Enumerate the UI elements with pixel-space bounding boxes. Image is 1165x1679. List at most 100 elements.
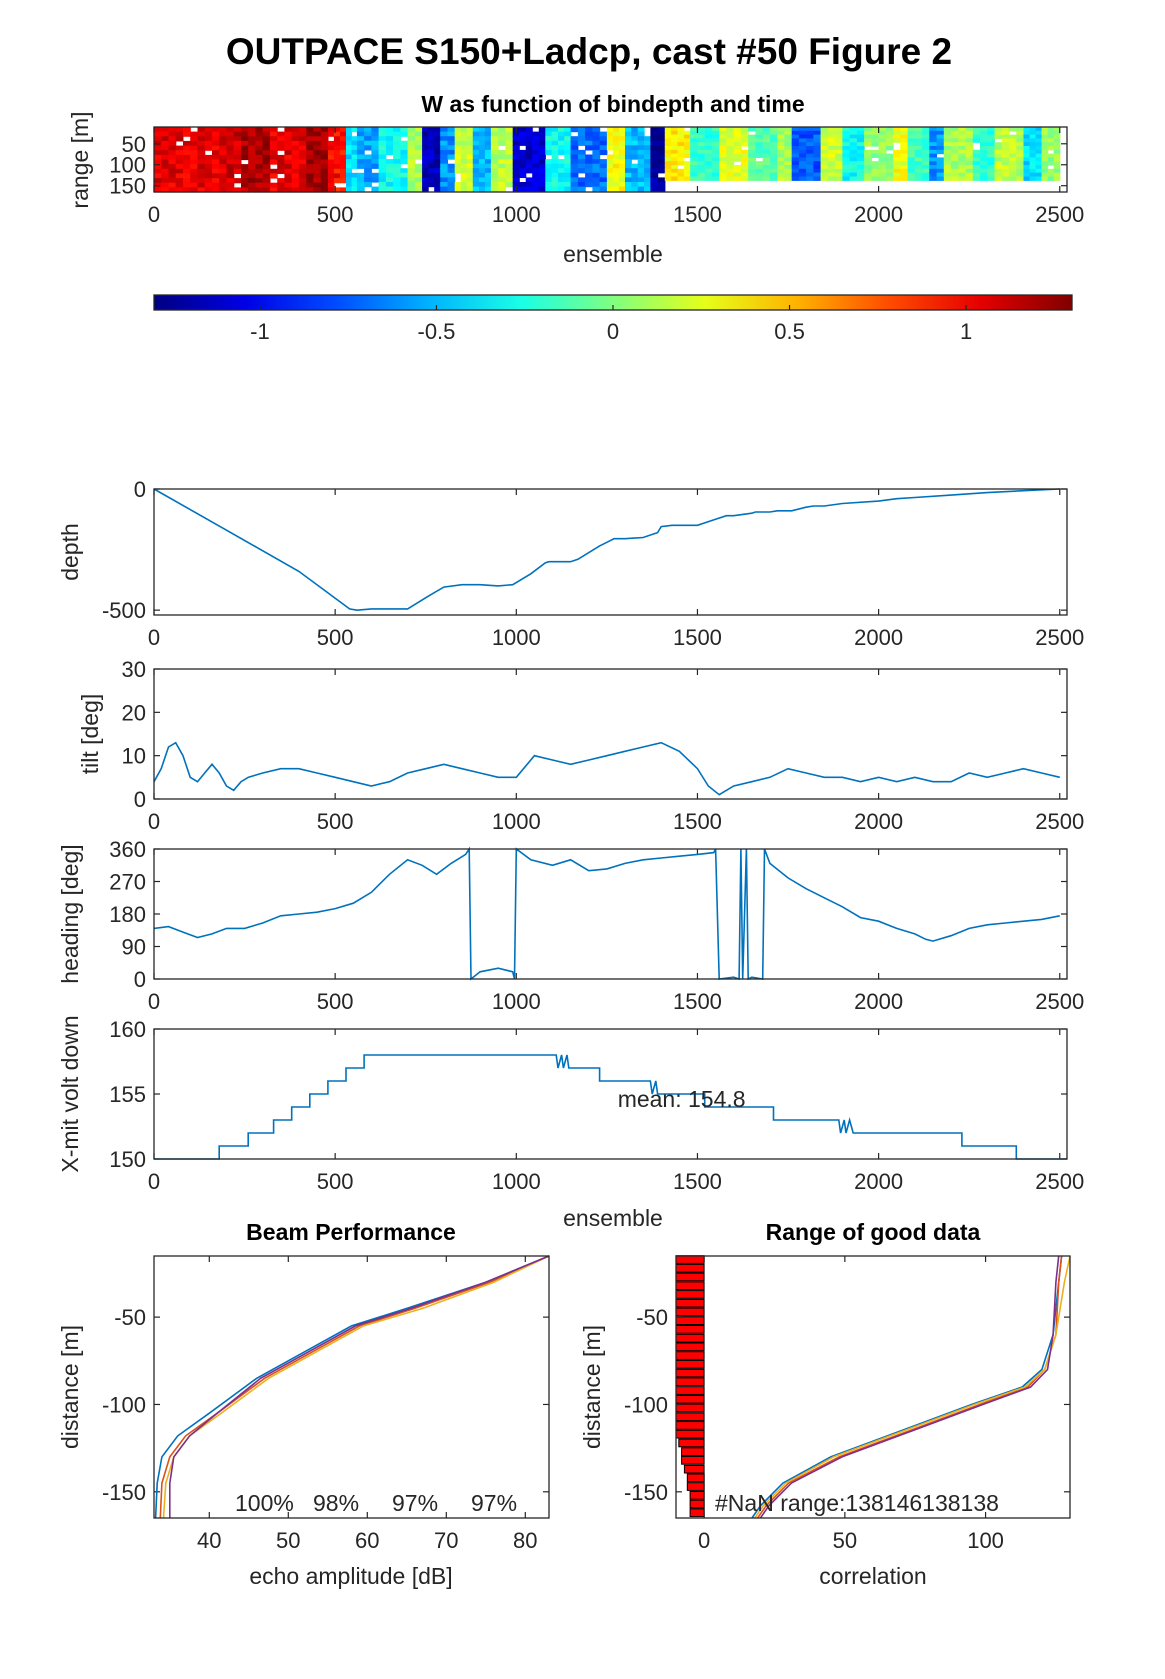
w-image-cell — [914, 172, 923, 177]
w-image-cell — [690, 149, 698, 155]
w-image-cell — [262, 131, 271, 137]
w-image-cell — [291, 136, 300, 142]
w-image-cell — [619, 159, 626, 165]
w-image-cell — [545, 163, 553, 169]
w-image-cell — [428, 163, 435, 169]
w-image-cell — [472, 149, 480, 156]
w-image-cell — [929, 138, 938, 143]
w-image-cell — [577, 168, 586, 174]
w-image-cell — [484, 168, 492, 174]
w-image-cell — [454, 154, 462, 160]
w-image-cell — [434, 149, 441, 156]
w-image-cell — [161, 159, 169, 165]
w-image-cell — [204, 173, 213, 179]
w-image-cell — [460, 177, 468, 183]
w-image-cell — [428, 131, 435, 137]
w-image-cell — [498, 136, 506, 142]
w-image-cell — [726, 153, 735, 158]
w-image-cell — [428, 145, 435, 151]
colorbar: -1 -0.5 0 0.5 1 — [153, 294, 1073, 344]
depth-ytick-label: -500 — [102, 598, 146, 623]
w-image-cell — [291, 140, 300, 147]
tilt-xtick-label: 500 — [317, 809, 354, 834]
w-image-cell — [340, 164, 347, 170]
w-image-cell — [893, 127, 901, 132]
w-image-cell — [606, 163, 614, 169]
w-image-cell — [333, 127, 341, 133]
w-image-cell — [356, 154, 365, 160]
w-image-cell — [987, 149, 996, 155]
w-image-cell — [277, 159, 285, 165]
w-image-cell — [856, 146, 865, 151]
w-image-cell — [378, 159, 387, 165]
w-image-cell — [298, 150, 307, 156]
w-image-cell — [683, 149, 691, 155]
w-image-cell — [1041, 146, 1049, 151]
w-image-cell — [677, 157, 685, 162]
tilt-axes — [153, 668, 1068, 800]
w-image-cell — [1047, 142, 1055, 147]
w-image-cell — [161, 182, 169, 188]
w-image-cell — [351, 140, 358, 146]
w-image-cell — [346, 149, 352, 156]
w-image-cell — [958, 149, 967, 155]
range-good-data-bar — [681, 1456, 705, 1465]
w-image-cell — [490, 186, 499, 192]
w-image-cell — [532, 182, 540, 188]
w-image-cell — [585, 182, 593, 188]
w-image-cell — [1029, 127, 1037, 132]
colorbar-gradient — [154, 295, 1072, 310]
w-image-cell — [755, 149, 764, 155]
w-image-cell — [929, 172, 938, 177]
w-image-cell — [1001, 130, 1010, 136]
w-image-cell — [1029, 130, 1037, 136]
w-image-cell — [972, 176, 981, 181]
w-image-cell — [505, 140, 514, 146]
w-image-cell — [226, 150, 235, 156]
w-image-cell — [936, 142, 945, 147]
w-image-cell — [671, 161, 679, 166]
w-image-cell — [1016, 142, 1025, 147]
w-image-cell — [454, 145, 462, 151]
w-image-cell — [631, 145, 639, 151]
w-image-cell — [269, 145, 278, 151]
beam-percent-label: 97% — [392, 1490, 438, 1516]
w-image-cell — [327, 145, 335, 151]
w-image-cell — [333, 173, 341, 179]
w-image-cell — [856, 127, 865, 132]
w-image-cell — [313, 173, 322, 179]
w-image-cell — [994, 149, 1003, 155]
w-image-cell — [190, 131, 198, 137]
w-image-cell — [298, 178, 307, 184]
w-image-cell — [212, 178, 220, 184]
w-image-cell — [943, 130, 952, 136]
w-image-cell — [740, 168, 749, 174]
w-image-cell — [835, 149, 843, 155]
w-image-cell — [987, 176, 996, 181]
w-image-cell — [972, 149, 981, 155]
w-image-cell — [327, 159, 335, 165]
w-image-cell — [871, 168, 880, 174]
range-good-data-annotation: #NaN range:138146138138 — [715, 1490, 999, 1516]
w-image-cell — [478, 136, 486, 142]
tilt-line — [153, 741, 1060, 796]
w-image-cell — [893, 161, 901, 166]
range-good-data-bar — [675, 1394, 705, 1404]
w-image-cell — [532, 154, 540, 160]
w-image-cell — [356, 136, 365, 142]
w-image-cell — [798, 127, 807, 132]
w-image-cell — [241, 150, 249, 156]
w-image-cell — [943, 138, 952, 143]
w-image-cell — [972, 127, 981, 132]
w-image-cell — [820, 146, 829, 151]
w-image-cell — [900, 172, 909, 177]
w-image-cell — [907, 130, 916, 136]
w-image-cell — [478, 177, 486, 183]
w-image-cell — [733, 142, 742, 147]
w-image-cell — [907, 157, 916, 162]
w-image-cell — [351, 145, 358, 151]
w-image-cell — [769, 172, 778, 177]
w-image-cell — [907, 161, 916, 166]
w-image-cell — [168, 127, 177, 133]
w-image-cell — [1047, 127, 1055, 132]
